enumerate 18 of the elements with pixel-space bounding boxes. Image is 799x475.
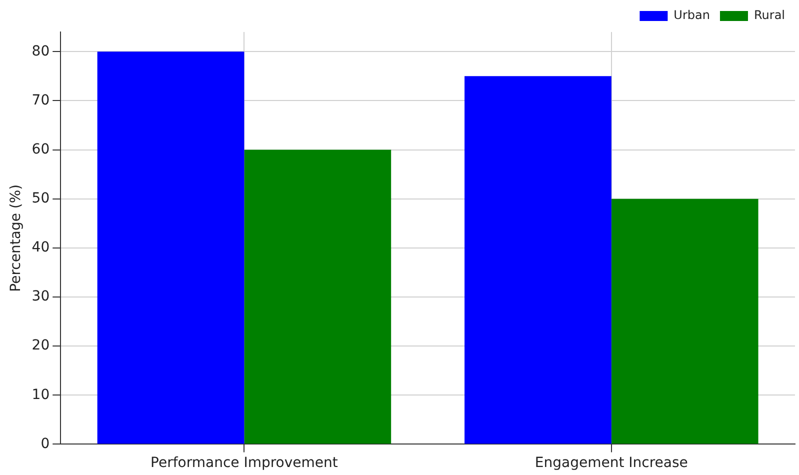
y-tick-label: 50 [32,190,50,206]
x-tick-label: Performance Improvement [150,455,338,472]
legend-label: Rural [754,8,786,22]
bar [611,198,758,444]
y-tick-label: 70 [32,92,50,108]
y-tick-label: 80 [32,43,50,60]
y-tick-label: 0 [40,436,50,452]
bar [97,52,244,444]
y-tick-label: 10 [32,386,50,403]
bar [464,76,612,444]
legend-label: Urban [674,8,710,22]
y-tick-label: 60 [32,141,50,158]
y-tick-label: 30 [32,288,50,305]
y-tick-label: 20 [32,338,50,354]
bar [244,150,392,444]
y-axis-title: Percentage (%) [8,184,24,292]
y-tick-label: 40 [32,240,50,256]
x-tick-label: Engagement Increase [534,455,688,472]
